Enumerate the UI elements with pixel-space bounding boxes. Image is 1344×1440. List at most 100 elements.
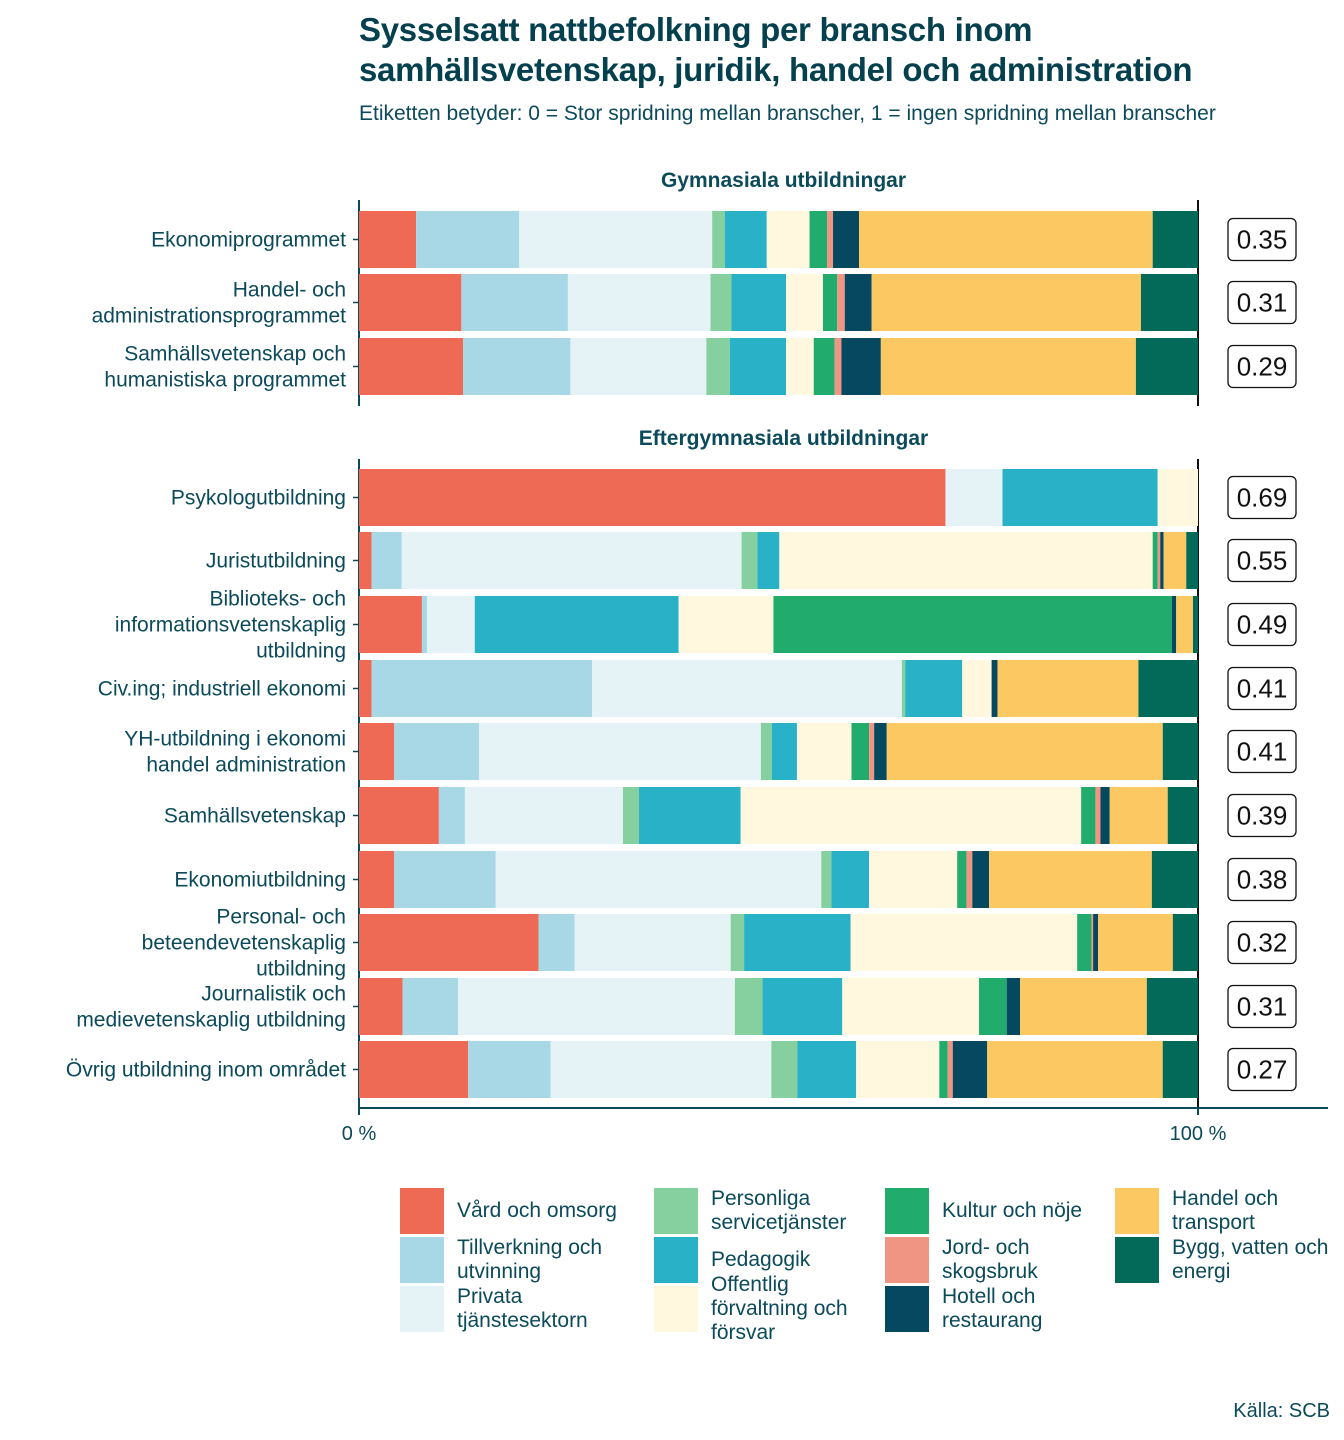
legend-label: Jord- och skogsbruk bbox=[942, 1236, 1038, 1283]
bar-segment bbox=[359, 469, 946, 526]
index-label-box bbox=[1227, 1047, 1297, 1092]
category-label: Ekonomiutbildning bbox=[174, 869, 346, 892]
bar-segment bbox=[886, 723, 1163, 780]
legend-swatch bbox=[885, 1286, 929, 1332]
bar-segment bbox=[359, 978, 403, 1035]
category-label: Samhällsvetenskap bbox=[164, 805, 346, 828]
legend-label: Pedagogik bbox=[711, 1248, 811, 1271]
legend-item: Hotell och restaurang bbox=[885, 1285, 1115, 1332]
bar-segment bbox=[762, 978, 843, 1035]
bar-segment bbox=[729, 338, 787, 395]
bar-segment bbox=[841, 338, 881, 395]
bar-segment bbox=[402, 978, 459, 1035]
bar-segment bbox=[426, 596, 475, 653]
category-label: medievetenskaplig utbildning bbox=[76, 1009, 346, 1032]
bar-segment bbox=[359, 851, 395, 908]
bar-segment bbox=[458, 978, 735, 1035]
index-label: 0.27 bbox=[1237, 1055, 1288, 1085]
bar-segment bbox=[1098, 914, 1173, 971]
category-label: humanistiska programmet bbox=[104, 369, 346, 392]
bar-segment bbox=[809, 211, 828, 268]
chart-title: Sysselsatt nattbefolkning per bransch in… bbox=[359, 11, 1193, 88]
bar-segment bbox=[766, 211, 810, 268]
bar-segment bbox=[771, 723, 797, 780]
x-tick-label: 0 % bbox=[342, 1123, 377, 1145]
legend-item: Offentlig förvaltning och försvar bbox=[654, 1273, 884, 1344]
legend-label: Bygg, vatten och energi bbox=[1172, 1236, 1329, 1283]
x-tick-label: 100 % bbox=[1170, 1123, 1227, 1145]
bar-segment bbox=[401, 532, 742, 589]
bar-segment bbox=[844, 274, 872, 331]
panel-title: Eftergymnasiala utbildningar bbox=[639, 427, 928, 450]
bar-segment bbox=[1095, 787, 1101, 844]
bar-segment bbox=[957, 851, 967, 908]
bar-segment bbox=[1176, 596, 1193, 653]
bar-segment bbox=[945, 469, 1003, 526]
bar-segment bbox=[463, 338, 571, 395]
bar-segment bbox=[1077, 914, 1092, 971]
category-label: YH-utbildning i ekonomi bbox=[124, 728, 346, 751]
bar-segment bbox=[1109, 787, 1168, 844]
bar-segment bbox=[394, 723, 479, 780]
legend-item: Kultur och nöje bbox=[885, 1188, 1115, 1234]
legend-label: Hotell och restaurang bbox=[942, 1285, 1043, 1332]
bar-segment bbox=[622, 787, 639, 844]
legend-swatch bbox=[1115, 1237, 1159, 1283]
bar-segment bbox=[1138, 660, 1198, 717]
index-label-box bbox=[1227, 280, 1297, 325]
bar-segment bbox=[972, 851, 990, 908]
bar-segment bbox=[1157, 469, 1198, 526]
bar-segment bbox=[822, 274, 838, 331]
bar-segment bbox=[461, 274, 568, 331]
bar-segment bbox=[359, 338, 464, 395]
legend: Vård och omsorg Tillverkning och utvinnin… bbox=[400, 1187, 1330, 1368]
bar-segment bbox=[712, 211, 725, 268]
category-label: informationsvetenskaplig bbox=[115, 614, 346, 637]
legend-swatch bbox=[400, 1188, 444, 1234]
index-label: 0.55 bbox=[1237, 546, 1288, 576]
legend-label: Vård och omsorg bbox=[457, 1199, 617, 1222]
bar-segment bbox=[574, 914, 731, 971]
bar-segment bbox=[1091, 914, 1094, 971]
bar-segment bbox=[837, 274, 845, 331]
bar-segment bbox=[1162, 1041, 1198, 1098]
category-label: beteendevetenskaplig bbox=[142, 932, 346, 955]
bar-segment bbox=[478, 723, 761, 780]
bar-segment bbox=[710, 274, 732, 331]
legend-swatch bbox=[885, 1188, 929, 1234]
panel-title: Gymnasiala utbildningar bbox=[661, 169, 906, 192]
legend-item: Personliga servicetjänster bbox=[654, 1187, 884, 1234]
bar-segment bbox=[1163, 532, 1187, 589]
bar-segment bbox=[359, 532, 372, 589]
bar-segment bbox=[371, 532, 402, 589]
index-label-box bbox=[1227, 538, 1297, 583]
bar-segment bbox=[757, 532, 780, 589]
index-label: 0.39 bbox=[1237, 801, 1288, 831]
bar-segment bbox=[989, 851, 1152, 908]
bar-segment bbox=[871, 274, 1141, 331]
index-label-box bbox=[1227, 666, 1297, 711]
bar-segment bbox=[1140, 274, 1198, 331]
bar-segment bbox=[833, 211, 860, 268]
bar-segment bbox=[731, 274, 787, 331]
bar-segment bbox=[966, 851, 973, 908]
bar-segment bbox=[1162, 723, 1198, 780]
bar-segment bbox=[1081, 787, 1096, 844]
category-label: utbildning bbox=[256, 640, 346, 663]
bar-segment bbox=[779, 532, 1153, 589]
bar-segment bbox=[550, 1041, 772, 1098]
index-label: 0.41 bbox=[1237, 674, 1288, 704]
bar-segment bbox=[834, 338, 842, 395]
category-label: utbildning bbox=[256, 958, 346, 981]
bar-segment bbox=[1100, 787, 1110, 844]
legend-item: Bygg, vatten och energi bbox=[1115, 1236, 1344, 1283]
bar-segment bbox=[495, 851, 822, 908]
index-label: 0.38 bbox=[1237, 865, 1288, 895]
bar-segment bbox=[464, 787, 623, 844]
bar-segment bbox=[901, 660, 906, 717]
bar-segment bbox=[880, 338, 1136, 395]
bar-segment bbox=[869, 723, 875, 780]
bar-segment bbox=[1093, 914, 1099, 971]
bar-segment bbox=[1167, 787, 1198, 844]
bar-segment bbox=[1135, 338, 1198, 395]
